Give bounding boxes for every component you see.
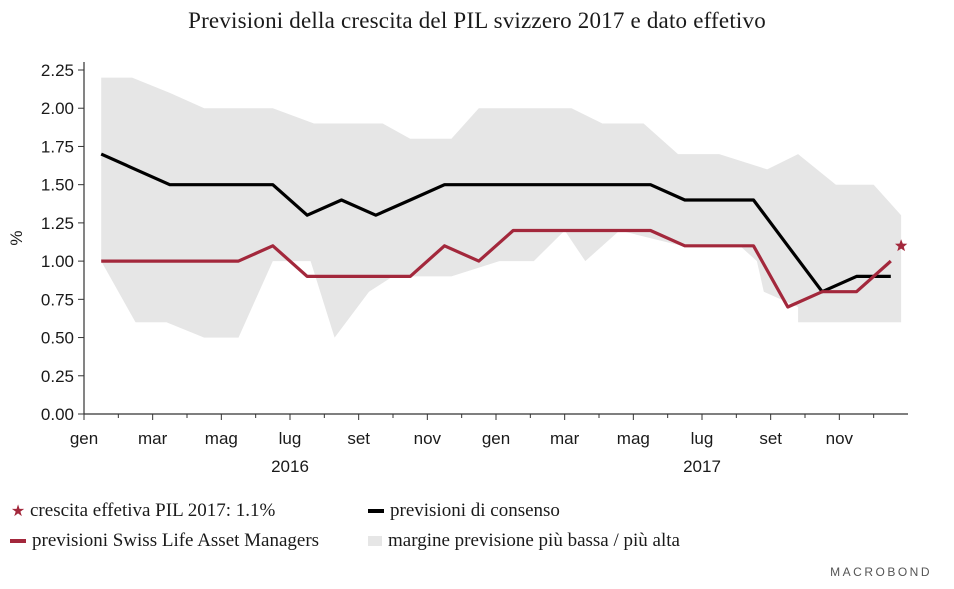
x-tick-label: gen	[70, 429, 98, 448]
macrobond-logo: MACROBOND	[830, 565, 932, 579]
x-tick-label: mar	[138, 429, 168, 448]
legend-item-actual: ★ crescita effetiva PIL 2017: 1.1%	[10, 500, 276, 522]
y-tick-label: 0.00	[41, 405, 74, 424]
chart-plot: 0.00 0.25 0.50 0.75 1.00 1.25 1.50 1.75 2.00 2.25…	[7, 61, 908, 476]
y-tick-label: 0.25	[41, 367, 74, 386]
y-tick-label: 1.50	[41, 176, 74, 195]
line-swatch-icon	[10, 539, 26, 543]
legend-item-band: margine previsione più bassa / più alta	[368, 530, 680, 552]
y-tick-label: 2.25	[41, 61, 74, 80]
legend-label-consensus: previsioni di consenso	[390, 500, 560, 521]
x-tick-label: mag	[617, 429, 650, 448]
year-label: 2017	[683, 457, 721, 476]
legend-item-consensus: previsioni di consenso	[368, 500, 560, 522]
x-tick-label: mar	[550, 429, 580, 448]
y-tick-label: 1.25	[41, 214, 74, 233]
y-tick-label: 1.75	[41, 137, 74, 156]
y-tick-label: 2.00	[41, 99, 74, 118]
actual-growth-star-marker	[895, 239, 908, 252]
y-axis-label: %	[7, 230, 26, 245]
legend-label-swisslife: previsioni Swiss Life Asset Managers	[32, 530, 320, 551]
x-tick-label: mag	[205, 429, 238, 448]
x-tick-label: lug	[279, 429, 302, 448]
consensus-forecast-line	[100, 152, 891, 294]
x-tick-label: nov	[414, 429, 442, 448]
x-tick-label: set	[347, 429, 370, 448]
swisslife-forecast-line	[101, 228, 892, 309]
y-tick-label: 1.00	[41, 252, 74, 271]
y-tick-label: 0.75	[41, 290, 74, 309]
legend-item-swisslife: previsioni Swiss Life Asset Managers	[10, 530, 319, 552]
legend-label-band: margine previsione più bassa / più alta	[388, 530, 680, 551]
star-icon: ★	[10, 503, 26, 520]
band-swatch-icon	[368, 536, 382, 546]
chart-title: Previsioni della crescita del PIL svizze…	[188, 8, 766, 33]
forecast-range-band	[101, 77, 902, 338]
year-label: 2016	[271, 457, 309, 476]
x-tick-label: nov	[826, 429, 854, 448]
x-tick-label: set	[759, 429, 782, 448]
legend-label-actual: crescita effetiva PIL 2017: 1.1%	[30, 500, 276, 521]
x-tick-label: lug	[691, 429, 714, 448]
line-swatch-icon	[368, 509, 384, 513]
x-tick-label: gen	[482, 429, 510, 448]
y-tick-label: 0.50	[41, 329, 74, 348]
